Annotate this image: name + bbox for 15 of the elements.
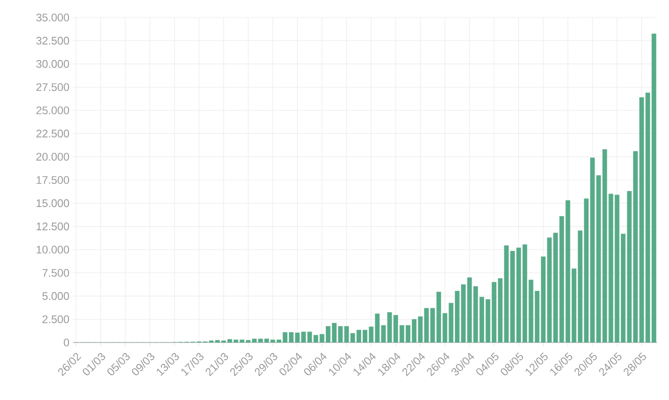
y-tick-label: 7.500 <box>42 268 70 277</box>
y-tick-label: 22.500 <box>36 130 70 138</box>
y-tick-label: 35.000 <box>36 14 70 22</box>
y-tick-label: 17.500 <box>36 176 70 184</box>
y-tick-label: 25.000 <box>36 106 70 114</box>
y-tick-label: 0 <box>64 338 70 346</box>
y-tick-label: 5.000 <box>42 292 70 300</box>
y-tick-label: 27.500 <box>36 83 70 92</box>
y-tick-label: 15.000 <box>36 199 70 208</box>
y-tick-label: 30.000 <box>36 60 70 68</box>
y-tick-label: 12.500 <box>36 222 70 230</box>
y-tick-label: 2.500 <box>42 315 70 324</box>
y-tick-label: 20.000 <box>36 152 70 161</box>
y-tick-label: 10.000 <box>36 246 70 254</box>
y-tick-label: 32.500 <box>36 36 70 45</box>
